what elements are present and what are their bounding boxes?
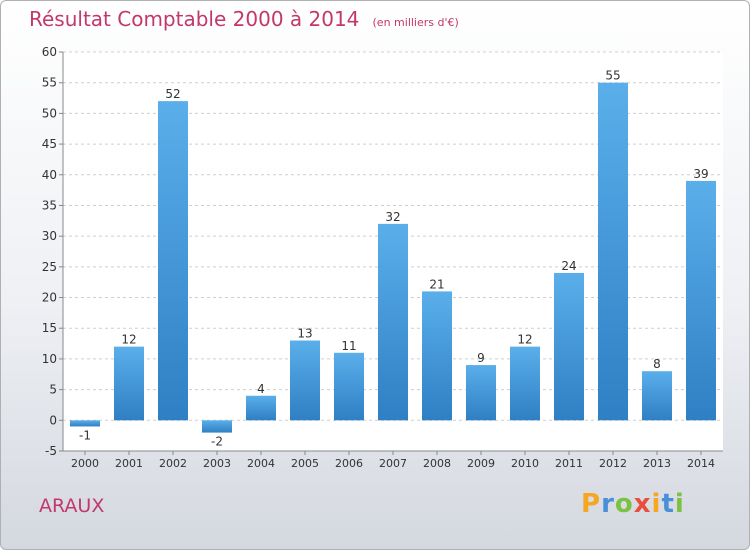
x-tick-label: 2010	[511, 457, 539, 470]
x-tick-label: 2012	[599, 457, 627, 470]
data-label: 11	[341, 339, 356, 353]
bar	[114, 346, 144, 421]
x-tick-label: 2001	[115, 457, 143, 470]
data-label: 12	[121, 333, 136, 347]
y-tick-label: 20	[42, 291, 57, 305]
bar	[70, 420, 100, 427]
y-tick-label: 30	[42, 229, 57, 243]
data-label: 12	[517, 333, 532, 347]
y-tick-label: 55	[42, 76, 57, 90]
x-tick-label: 2003	[203, 457, 231, 470]
y-tick-label: 25	[42, 260, 57, 274]
bar	[554, 272, 584, 421]
logo-letter: i	[674, 489, 685, 519]
data-label: 4	[257, 382, 265, 396]
data-label: 8	[653, 357, 661, 371]
data-label: -1	[79, 428, 91, 442]
data-label: 55	[605, 69, 620, 83]
bar	[202, 420, 232, 433]
x-tick-label: 2014	[687, 457, 715, 470]
bar	[378, 223, 408, 421]
logo-letter: x	[633, 489, 652, 519]
bar	[158, 101, 188, 421]
x-tick-label: 2008	[423, 457, 451, 470]
data-label: 21	[429, 277, 444, 291]
y-tick-label: 5	[49, 383, 57, 397]
logo-letter: t	[661, 489, 675, 519]
y-tick-label: 35	[42, 198, 57, 212]
x-tick-label: 2005	[291, 457, 319, 470]
bar	[246, 395, 276, 421]
y-tick-label: 50	[42, 106, 57, 120]
chart-title: Résultat Comptable 2000 à 2014	[29, 7, 360, 31]
x-tick-label: 2002	[159, 457, 187, 470]
x-tick-label: 2011	[555, 457, 583, 470]
y-tick-label: 15	[42, 321, 57, 335]
bar	[422, 291, 452, 421]
y-tick-label: 45	[42, 137, 57, 151]
y-tick-label: 60	[42, 45, 57, 59]
bar	[290, 340, 320, 421]
x-tick-label: 2006	[335, 457, 363, 470]
x-tick-label: 2009	[467, 457, 495, 470]
bar	[642, 371, 672, 421]
data-label: 9	[477, 351, 485, 365]
data-label: 13	[297, 327, 312, 341]
logo-letter: i	[651, 489, 662, 519]
data-label: -2	[211, 435, 223, 449]
bar	[466, 365, 496, 421]
logo-letter: P	[581, 489, 602, 519]
y-tick-label: 0	[49, 413, 57, 427]
x-tick-label: 2000	[71, 457, 99, 470]
commune-name: ARAUX	[39, 495, 105, 517]
chart-title-block: Résultat Comptable 2000 à 2014 (en milli…	[29, 7, 459, 31]
bar	[334, 352, 364, 421]
data-label: 24	[561, 259, 576, 273]
logo-letter: r	[601, 489, 615, 519]
data-label: 32	[385, 210, 400, 224]
data-label: 39	[693, 167, 708, 181]
logo-letter: o	[614, 489, 634, 519]
y-tick-label: -5	[45, 444, 57, 458]
bar	[686, 180, 716, 421]
bar	[598, 82, 628, 421]
bar	[510, 346, 540, 421]
y-tick-label: 10	[42, 352, 57, 366]
proxiti-logo: Proxiti	[581, 489, 685, 519]
x-tick-label: 2007	[379, 457, 407, 470]
chart-subtitle: (en milliers d'€)	[372, 16, 459, 29]
data-label: 52	[165, 87, 180, 101]
x-tick-label: 2013	[643, 457, 671, 470]
y-tick-label: 40	[42, 168, 57, 182]
x-tick-label: 2004	[247, 457, 275, 470]
